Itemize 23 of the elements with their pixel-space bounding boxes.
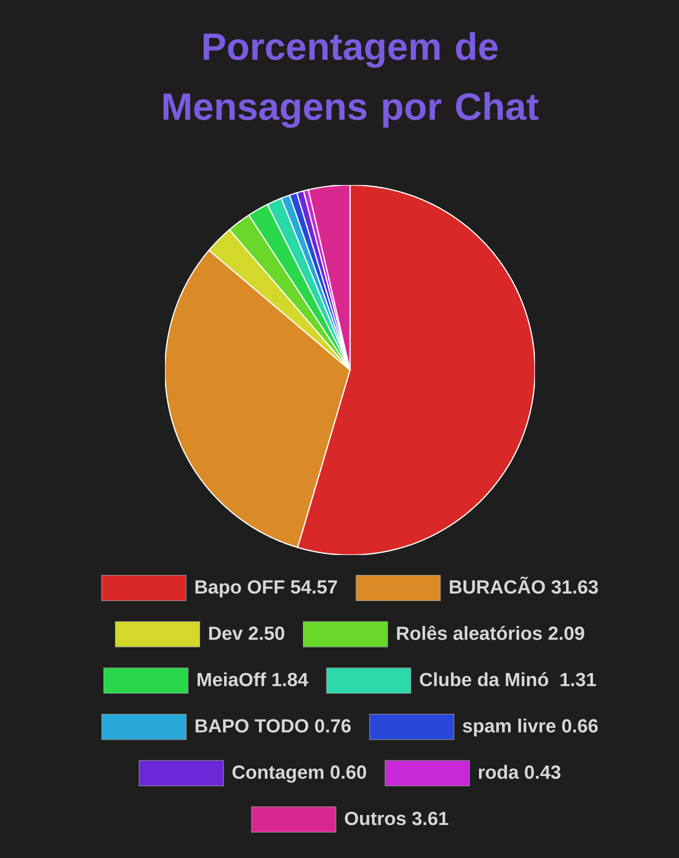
data-label: 0.76 (315, 719, 351, 733)
data-label: 1.31 (560, 672, 596, 686)
data-label: 3.61 (412, 812, 448, 826)
data-label: 54.57 (290, 580, 337, 594)
legend-label: spam livre (462, 718, 556, 736)
data-label: 1.84 (272, 672, 308, 686)
legend-label: MeiaOff (198, 672, 266, 686)
legend-label: Outros (344, 812, 406, 826)
chart-title: Porcentagem de Mensagens por Chat (164, 32, 538, 128)
data-label: 0.43 (524, 765, 560, 779)
data-label: 2.50 (248, 626, 284, 640)
data-label: 31.63 (551, 580, 598, 594)
data-label: 0.60 (330, 765, 366, 779)
data-label: 2.09 (548, 626, 584, 640)
legend-label: BAPO TODO (196, 719, 308, 733)
data-label: 0.66 (562, 719, 598, 733)
legend-label: Bapo OFF (196, 580, 284, 598)
legend-label: Contagem (232, 765, 324, 783)
legend-label: BURACÃO (450, 576, 545, 594)
legend-label: Dev (209, 626, 243, 640)
legend-label: Clube da Minó (420, 672, 548, 686)
legend-label: Rolês aleatórios (397, 626, 542, 640)
legend-label: roda (478, 764, 519, 779)
